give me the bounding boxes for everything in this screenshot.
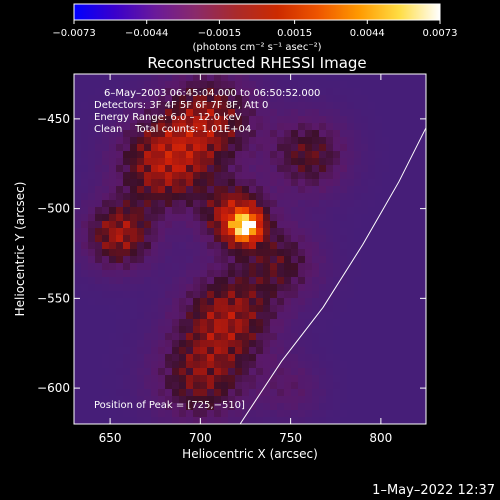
x-tick-label: 750 bbox=[279, 431, 302, 445]
timestamp: 1–May–2022 12:37 bbox=[372, 483, 495, 498]
colorbar-tick-label: −0.0073 bbox=[52, 28, 95, 39]
colorbar-tick-label: −0.0044 bbox=[125, 28, 168, 39]
colorbar-tick-label: 0.0073 bbox=[423, 28, 458, 39]
colorbar bbox=[73, 3, 441, 21]
axis-ticks bbox=[74, 74, 426, 424]
heatmap-image bbox=[74, 74, 426, 424]
x-tick-label: 700 bbox=[189, 431, 212, 445]
x-axis-label: Heliocentric X (arcsec) bbox=[182, 447, 318, 461]
colorbar-tick-label: 0.0015 bbox=[277, 28, 312, 39]
colorbar-ticks: −0.0073 −0.0044 −0.0015 0.0015 0.0044 0.0073 bbox=[52, 20, 458, 39]
y-tick-label: −550 bbox=[37, 291, 70, 305]
colorbar-tick-label: 0.0044 bbox=[350, 28, 385, 39]
colorbar-unit-label: (photons cm⁻² s⁻¹ asec⁻²) bbox=[192, 42, 321, 53]
chart-title: Reconstructed RHESSI Image bbox=[147, 54, 366, 72]
y-tick-label: −600 bbox=[37, 381, 70, 395]
colorbar-tick-label: −0.0015 bbox=[198, 28, 241, 39]
y-axis-label: Heliocentric Y (arcsec) bbox=[13, 182, 27, 317]
x-tick-label: 800 bbox=[369, 431, 392, 445]
annotation-detectors: Detectors: 3F 4F 5F 6F 7F 8F, Att 0 bbox=[94, 100, 268, 111]
x-tick-label: 650 bbox=[99, 431, 122, 445]
y-tick-label: −450 bbox=[37, 112, 70, 126]
plot-frame bbox=[73, 73, 427, 425]
y-tick-label: −500 bbox=[37, 202, 70, 216]
annotation-energy-range: Energy Range: 6.0 – 12.0 keV bbox=[94, 112, 242, 123]
annotation-clean-counts: Clean Total counts: 1.01E+04 bbox=[94, 124, 251, 135]
annotation-peak-position: Position of Peak = [725,−510] bbox=[94, 400, 245, 411]
solar-limb-curve bbox=[239, 127, 426, 424]
x-tick-labels: 650 700 750 800 bbox=[99, 431, 393, 445]
y-tick-labels: −450 −500 −550 −600 bbox=[37, 112, 70, 395]
annotation-time-range: 6–May–2003 06:45:04.000 to 06:50:52.000 bbox=[104, 88, 320, 99]
